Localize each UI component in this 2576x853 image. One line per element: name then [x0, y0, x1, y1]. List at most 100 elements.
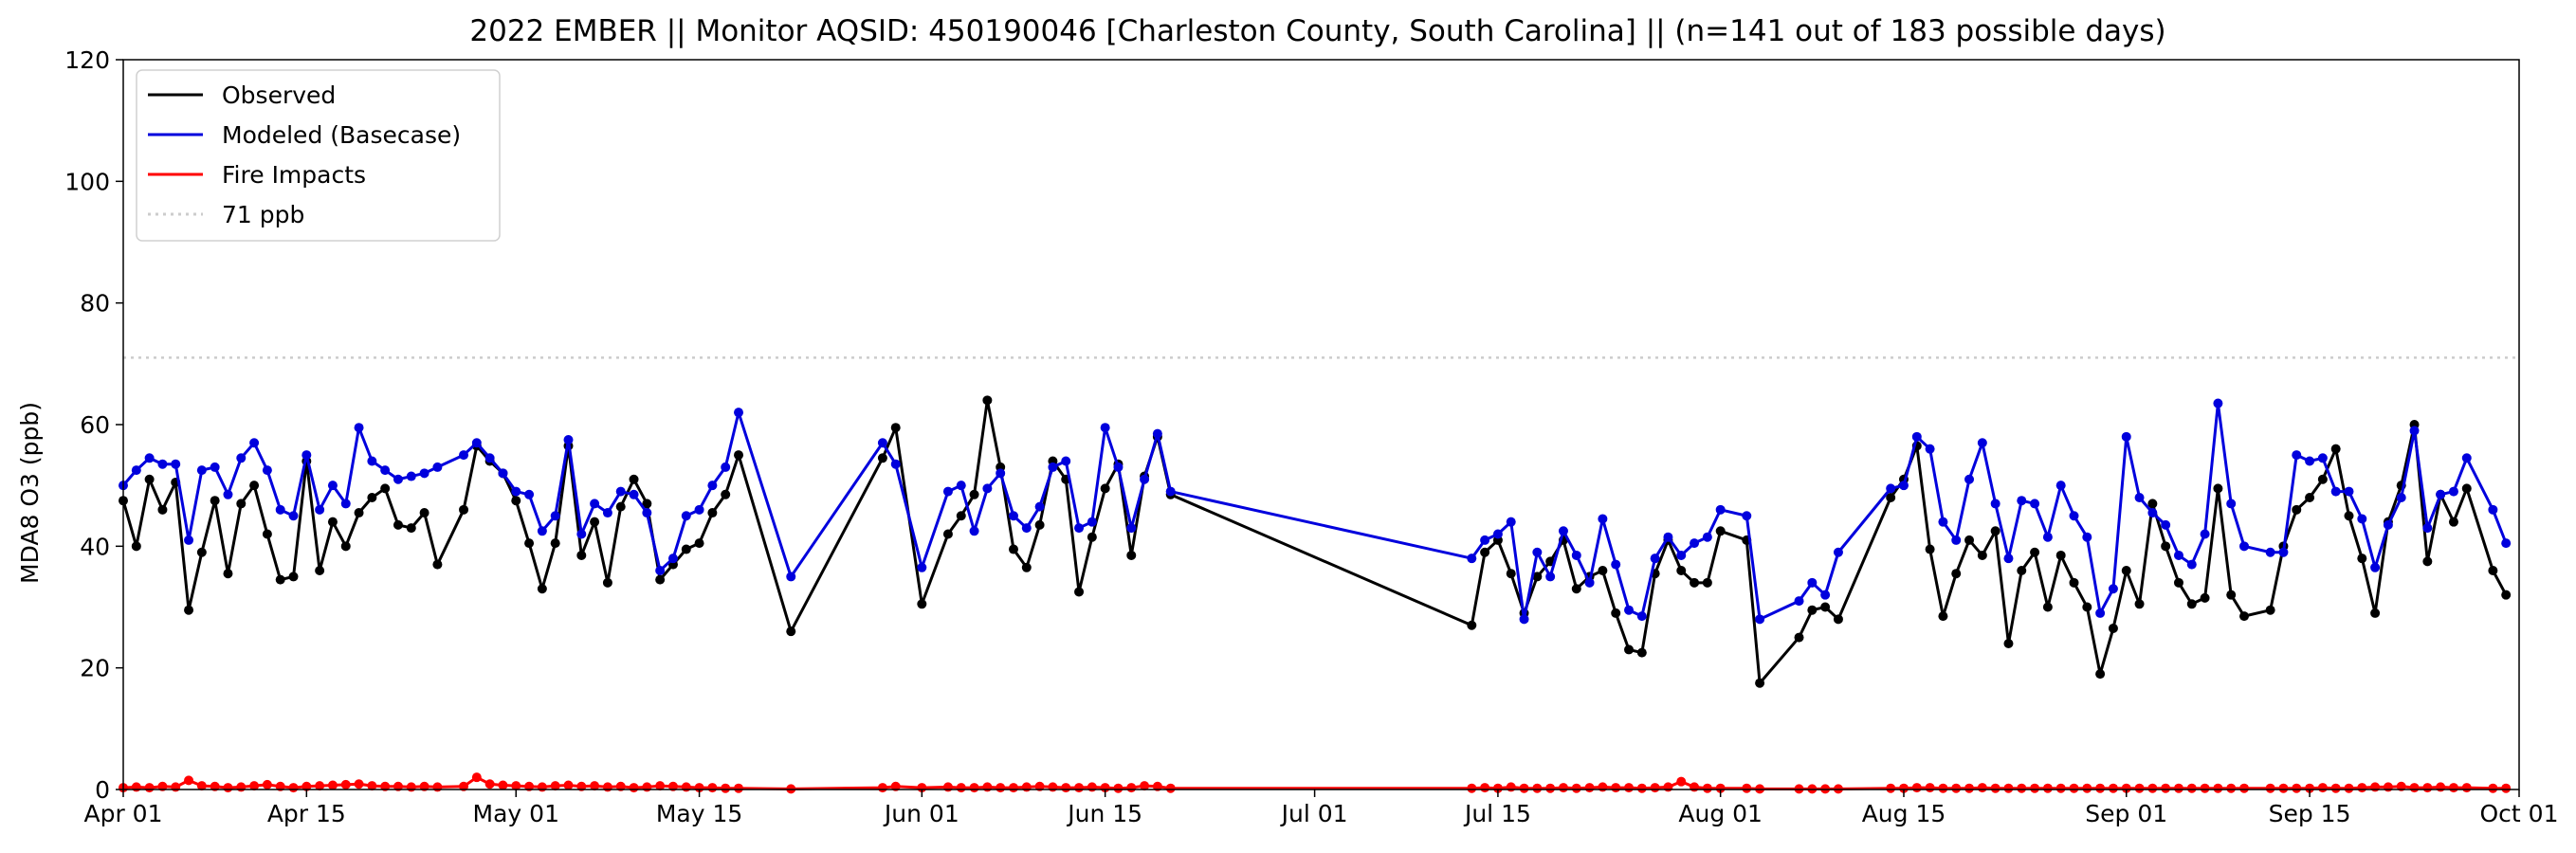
data-point-fire-impacts [262, 779, 272, 789]
data-point-modeled-basecase [629, 489, 639, 499]
data-point-modeled-basecase [1126, 523, 1137, 534]
data-point-fire-impacts [223, 783, 233, 793]
data-point-observed [2501, 590, 2512, 600]
data-point-observed [1074, 587, 1085, 597]
data-point-modeled-basecase [1964, 474, 1975, 484]
data-point-fire-impacts [2161, 783, 2171, 793]
data-point-observed [157, 504, 168, 515]
y-tick-label: 120 [64, 46, 110, 74]
data-point-modeled-basecase [315, 504, 325, 515]
data-point-modeled-basecase [1990, 499, 2001, 509]
data-point-observed [196, 547, 207, 557]
data-point-modeled-basecase [642, 508, 652, 518]
data-point-observed [210, 496, 220, 506]
data-point-observed [2134, 599, 2145, 609]
data-point-observed [694, 538, 704, 549]
data-point-modeled-basecase [1087, 517, 1097, 527]
data-point-observed [2003, 639, 2014, 648]
data-point-modeled-basecase [890, 459, 901, 469]
data-point-modeled-basecase [1021, 523, 1032, 534]
x-tick-label: Aug 15 [1862, 800, 1946, 827]
data-point-fire-impacts [1676, 776, 1687, 787]
data-point-observed [2226, 590, 2237, 600]
data-point-fire-impacts [2357, 783, 2367, 793]
data-point-modeled-basecase [786, 572, 796, 582]
data-point-modeled-basecase [1886, 483, 1896, 494]
data-point-fire-impacts [315, 781, 325, 791]
data-point-modeled-basecase [1140, 474, 1150, 484]
data-point-fire-impacts [982, 782, 993, 792]
data-point-fire-impacts [184, 775, 194, 786]
data-point-modeled-basecase [1008, 511, 1018, 521]
data-point-observed [2147, 499, 2158, 509]
data-point-modeled-basecase [2108, 584, 2118, 594]
data-point-observed [1702, 577, 1712, 588]
data-point-modeled-basecase [1061, 456, 1071, 466]
data-point-fire-impacts [537, 782, 547, 792]
data-point-modeled-basecase [2069, 511, 2079, 521]
x-tick-label: May 01 [473, 800, 559, 827]
data-point-modeled-basecase [2292, 450, 2302, 461]
data-point-observed [1126, 550, 1137, 560]
data-point-observed [144, 474, 155, 484]
data-point-observed [1794, 632, 1804, 643]
data-point-observed [315, 566, 325, 575]
data-point-observed [432, 559, 443, 570]
data-point-fire-impacts [1061, 783, 1071, 793]
data-point-modeled-basecase [2042, 532, 2053, 542]
data-point-observed [890, 423, 901, 433]
data-point-modeled-basecase [2317, 453, 2328, 463]
series-modeled-basecase [119, 398, 2512, 625]
data-point-fire-impacts [707, 783, 718, 793]
data-point-modeled-basecase [524, 489, 535, 499]
y-tick-label: 20 [80, 655, 110, 682]
data-point-modeled-basecase [1492, 529, 1503, 539]
data-point-fire-impacts [642, 782, 652, 792]
data-point-fire-impacts [367, 781, 377, 791]
data-point-observed [1833, 614, 1843, 625]
x-tick-label: Oct 01 [2480, 800, 2559, 827]
data-point-modeled-basecase [1951, 535, 1962, 545]
data-point-modeled-basecase [471, 438, 482, 448]
data-point-fire-impacts [498, 780, 508, 790]
legend: Observed Modeled (Basecase) Fire Impacts 71… [136, 69, 501, 242]
data-point-fire-impacts [1938, 783, 1948, 793]
data-point-modeled-basecase [2422, 523, 2433, 534]
data-point-observed [236, 499, 247, 509]
data-point-fire-impacts [1467, 783, 1477, 793]
data-point-observed [1008, 544, 1018, 554]
data-point-modeled-basecase [2030, 499, 2040, 509]
data-point-observed [2069, 577, 2079, 588]
data-point-modeled-basecase [288, 511, 299, 521]
data-point-observed [1571, 584, 1581, 594]
data-point-modeled-basecase [2161, 519, 2171, 530]
data-point-observed [419, 508, 429, 518]
data-point-observed [1964, 535, 1975, 545]
data-point-fire-impacts [1702, 783, 1712, 793]
data-point-observed [1925, 544, 1935, 554]
data-point-observed [1715, 526, 1726, 536]
data-point-modeled-basecase [2017, 496, 2027, 506]
data-point-observed [707, 508, 718, 518]
data-point-observed [734, 450, 744, 461]
data-point-fire-impacts [2134, 783, 2145, 793]
x-tick-label: Jul 15 [1463, 800, 1531, 827]
data-point-fire-impacts [2055, 783, 2066, 793]
data-point-fire-impacts [2095, 783, 2106, 793]
data-point-fire-impacts [406, 782, 416, 792]
legend-label-fire-impacts: Fire Impacts [222, 161, 366, 189]
data-point-modeled-basecase [157, 459, 168, 469]
data-point-fire-impacts [1742, 783, 1752, 793]
data-point-modeled-basecase [196, 465, 207, 476]
data-point-fire-impacts [1140, 781, 1150, 791]
data-point-observed [2357, 554, 2367, 564]
data-point-observed [2422, 556, 2433, 567]
data-point-fire-impacts [2213, 783, 2223, 793]
data-point-observed [681, 544, 691, 554]
data-point-observed [2121, 566, 2131, 575]
data-point-fire-impacts [1624, 783, 1635, 793]
data-point-modeled-basecase [602, 508, 612, 518]
data-point-modeled-basecase [498, 468, 508, 479]
data-point-fire-impacts [2017, 783, 2027, 793]
data-point-fire-impacts [1008, 783, 1018, 793]
